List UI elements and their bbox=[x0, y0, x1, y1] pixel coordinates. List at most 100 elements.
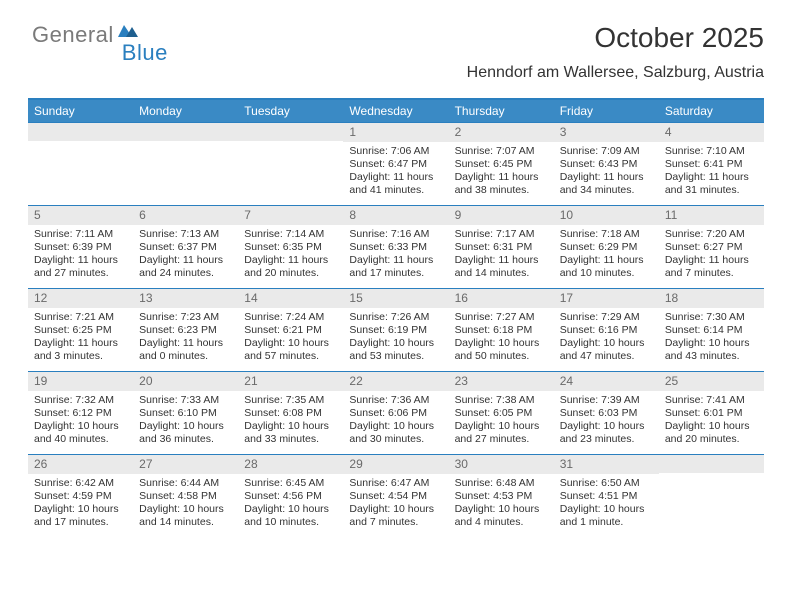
day-cell: 18Sunrise: 7:30 AMSunset: 6:14 PMDayligh… bbox=[659, 289, 764, 371]
day-number: 22 bbox=[343, 372, 448, 391]
sunrise-line: Sunrise: 7:16 AM bbox=[349, 228, 442, 241]
day-cell: 20Sunrise: 7:33 AMSunset: 6:10 PMDayligh… bbox=[133, 372, 238, 454]
daylight-line: Daylight: 11 hours and 27 minutes. bbox=[34, 254, 127, 280]
sunset-line: Sunset: 6:12 PM bbox=[34, 407, 127, 420]
sunset-line: Sunset: 6:01 PM bbox=[665, 407, 758, 420]
day-number-bar bbox=[133, 123, 238, 141]
day-of-week-cell: Friday bbox=[554, 100, 659, 122]
day-cell: 8Sunrise: 7:16 AMSunset: 6:33 PMDaylight… bbox=[343, 206, 448, 288]
sunset-line: Sunset: 6:19 PM bbox=[349, 324, 442, 337]
daylight-line: Daylight: 11 hours and 24 minutes. bbox=[139, 254, 232, 280]
day-body: Sunrise: 7:16 AMSunset: 6:33 PMDaylight:… bbox=[343, 225, 448, 285]
week-row: 12Sunrise: 7:21 AMSunset: 6:25 PMDayligh… bbox=[28, 288, 764, 371]
sunset-line: Sunset: 6:37 PM bbox=[139, 241, 232, 254]
empty-day-cell bbox=[659, 455, 764, 537]
sunrise-line: Sunrise: 6:45 AM bbox=[244, 477, 337, 490]
week-row: 1 Sunrise: 7:06 AMSunset: 6:47 PM Daylight… bbox=[28, 122, 764, 205]
day-cell: 4Sunrise: 7:10 AMSunset: 6:41 PMDaylight… bbox=[659, 123, 764, 205]
day-cell: 7Sunrise: 7:14 AMSunset: 6:35 PMDaylight… bbox=[238, 206, 343, 288]
day-cell: 17Sunrise: 7:29 AMSunset: 6:16 PMDayligh… bbox=[554, 289, 659, 371]
day-body: Sunrise: 7:20 AMSunset: 6:27 PMDaylight:… bbox=[659, 225, 764, 285]
week-row: 19Sunrise: 7:32 AMSunset: 6:12 PMDayligh… bbox=[28, 371, 764, 454]
sunrise-line: Sunrise: 7:30 AM bbox=[665, 311, 758, 324]
day-number: 15 bbox=[343, 289, 448, 308]
empty-day-cell bbox=[133, 123, 238, 205]
day-body: Sunrise: 6:44 AMSunset: 4:58 PMDaylight:… bbox=[133, 474, 238, 534]
day-of-week-cell: Tuesday bbox=[238, 100, 343, 122]
day-body: Sunrise: 7:09 AMSunset: 6:43 PMDaylight:… bbox=[554, 142, 659, 202]
sunset-line: Sunset: 4:53 PM bbox=[455, 490, 548, 503]
day-of-week-cell: Sunday bbox=[28, 100, 133, 122]
daylight-line: Daylight: 11 hours and 17 minutes. bbox=[349, 254, 442, 280]
day-number: 4 bbox=[659, 123, 764, 142]
sunrise-line: Sunrise: 7:36 AM bbox=[349, 394, 442, 407]
empty-day-cell bbox=[238, 123, 343, 205]
sunrise-line: Sunrise: 6:48 AM bbox=[455, 477, 548, 490]
location-subtitle: Henndorf am Wallersee, Salzburg, Austria bbox=[467, 64, 764, 82]
sunset-line: Sunset: 6:05 PM bbox=[455, 407, 548, 420]
sunset-line: Sunset: 6:47 PM bbox=[349, 158, 442, 171]
day-body: Sunrise: 7:27 AMSunset: 6:18 PMDaylight:… bbox=[449, 308, 554, 368]
sunrise-line: Sunrise: 7:33 AM bbox=[139, 394, 232, 407]
day-cell: 23Sunrise: 7:38 AMSunset: 6:05 PMDayligh… bbox=[449, 372, 554, 454]
day-cell: 10Sunrise: 7:18 AMSunset: 6:29 PMDayligh… bbox=[554, 206, 659, 288]
day-cell: 1Sunrise: 7:06 AMSunset: 6:47 PMDaylight… bbox=[343, 123, 448, 205]
daylight-line: Daylight: 10 hours and 4 minutes. bbox=[455, 503, 548, 529]
day-number: 31 bbox=[554, 455, 659, 474]
day-body: Sunrise: 7:10 AMSunset: 6:41 PMDaylight:… bbox=[659, 142, 764, 202]
day-cell: 11Sunrise: 7:20 AMSunset: 6:27 PMDayligh… bbox=[659, 206, 764, 288]
daylight-line: Daylight: 11 hours and 3 minutes. bbox=[34, 337, 127, 363]
sunset-line: Sunset: 6:33 PM bbox=[349, 241, 442, 254]
day-number: 28 bbox=[238, 455, 343, 474]
day-cell: 28Sunrise: 6:45 AMSunset: 4:56 PMDayligh… bbox=[238, 455, 343, 537]
sunrise-line: Sunrise: 7:21 AM bbox=[34, 311, 127, 324]
sunset-line: Sunset: 6:03 PM bbox=[560, 407, 653, 420]
day-number: 1 bbox=[343, 123, 448, 142]
sunset-line: Sunset: 6:29 PM bbox=[560, 241, 653, 254]
day-number: 16 bbox=[449, 289, 554, 308]
day-body: Sunrise: 7:11 AMSunset: 6:39 PMDaylight:… bbox=[28, 225, 133, 285]
sunset-line: Sunset: 6:14 PM bbox=[665, 324, 758, 337]
day-number: 24 bbox=[554, 372, 659, 391]
sunrise-line: Sunrise: 7:18 AM bbox=[560, 228, 653, 241]
day-cell: 21Sunrise: 7:35 AMSunset: 6:08 PMDayligh… bbox=[238, 372, 343, 454]
sunset-line: Sunset: 6:39 PM bbox=[34, 241, 127, 254]
day-body: Sunrise: 7:17 AMSunset: 6:31 PMDaylight:… bbox=[449, 225, 554, 285]
sunset-line: Sunset: 6:18 PM bbox=[455, 324, 548, 337]
day-cell: 29Sunrise: 6:47 AMSunset: 4:54 PMDayligh… bbox=[343, 455, 448, 537]
sunset-line: Sunset: 6:06 PM bbox=[349, 407, 442, 420]
sunset-line: Sunset: 6:45 PM bbox=[455, 158, 548, 171]
day-number: 30 bbox=[449, 455, 554, 474]
day-number-bar bbox=[659, 455, 764, 473]
sunrise-line: Sunrise: 7:13 AM bbox=[139, 228, 232, 241]
day-body: Sunrise: 7:14 AMSunset: 6:35 PMDaylight:… bbox=[238, 225, 343, 285]
day-body: Sunrise: 7:33 AMSunset: 6:10 PMDaylight:… bbox=[133, 391, 238, 451]
sunrise-line: Sunrise: 7:06 AM bbox=[349, 145, 442, 158]
sunset-line: Sunset: 6:43 PM bbox=[560, 158, 653, 171]
daylight-line: Daylight: 10 hours and 57 minutes. bbox=[244, 337, 337, 363]
sunset-line: Sunset: 6:41 PM bbox=[665, 158, 758, 171]
day-body: Sunrise: 7:07 AMSunset: 6:45 PMDaylight:… bbox=[449, 142, 554, 202]
day-number: 18 bbox=[659, 289, 764, 308]
daylight-line: Daylight: 10 hours and 40 minutes. bbox=[34, 420, 127, 446]
sunrise-line: Sunrise: 7:32 AM bbox=[34, 394, 127, 407]
sunrise-line: Sunrise: 7:26 AM bbox=[349, 311, 442, 324]
daylight-line: Daylight: 11 hours and 31 minutes. bbox=[665, 171, 758, 197]
day-body: Sunrise: 7:29 AMSunset: 6:16 PMDaylight:… bbox=[554, 308, 659, 368]
sunrise-line: Sunrise: 7:38 AM bbox=[455, 394, 548, 407]
day-body: Sunrise: 7:26 AMSunset: 6:19 PMDaylight:… bbox=[343, 308, 448, 368]
daylight-line: Daylight: 10 hours and 7 minutes. bbox=[349, 503, 442, 529]
sunrise-line: Sunrise: 7:07 AM bbox=[455, 145, 548, 158]
day-number-bar bbox=[28, 123, 133, 141]
sunset-line: Sunset: 4:51 PM bbox=[560, 490, 653, 503]
daylight-line: Daylight: 11 hours and 10 minutes. bbox=[560, 254, 653, 280]
sunset-line: Sunset: 6:08 PM bbox=[244, 407, 337, 420]
week-row: 26Sunrise: 6:42 AMSunset: 4:59 PMDayligh… bbox=[28, 454, 764, 537]
daylight-line: Daylight: 10 hours and 23 minutes. bbox=[560, 420, 653, 446]
sunrise-line: Sunrise: 7:24 AM bbox=[244, 311, 337, 324]
sunset-line: Sunset: 6:27 PM bbox=[665, 241, 758, 254]
day-number: 14 bbox=[238, 289, 343, 308]
calendar-grid: SundayMondayTuesdayWednesdayThursdayFrid… bbox=[28, 98, 764, 537]
header: General Blue October 2025 Henndorf am Wa… bbox=[0, 0, 792, 90]
day-cell: 22Sunrise: 7:36 AMSunset: 6:06 PMDayligh… bbox=[343, 372, 448, 454]
